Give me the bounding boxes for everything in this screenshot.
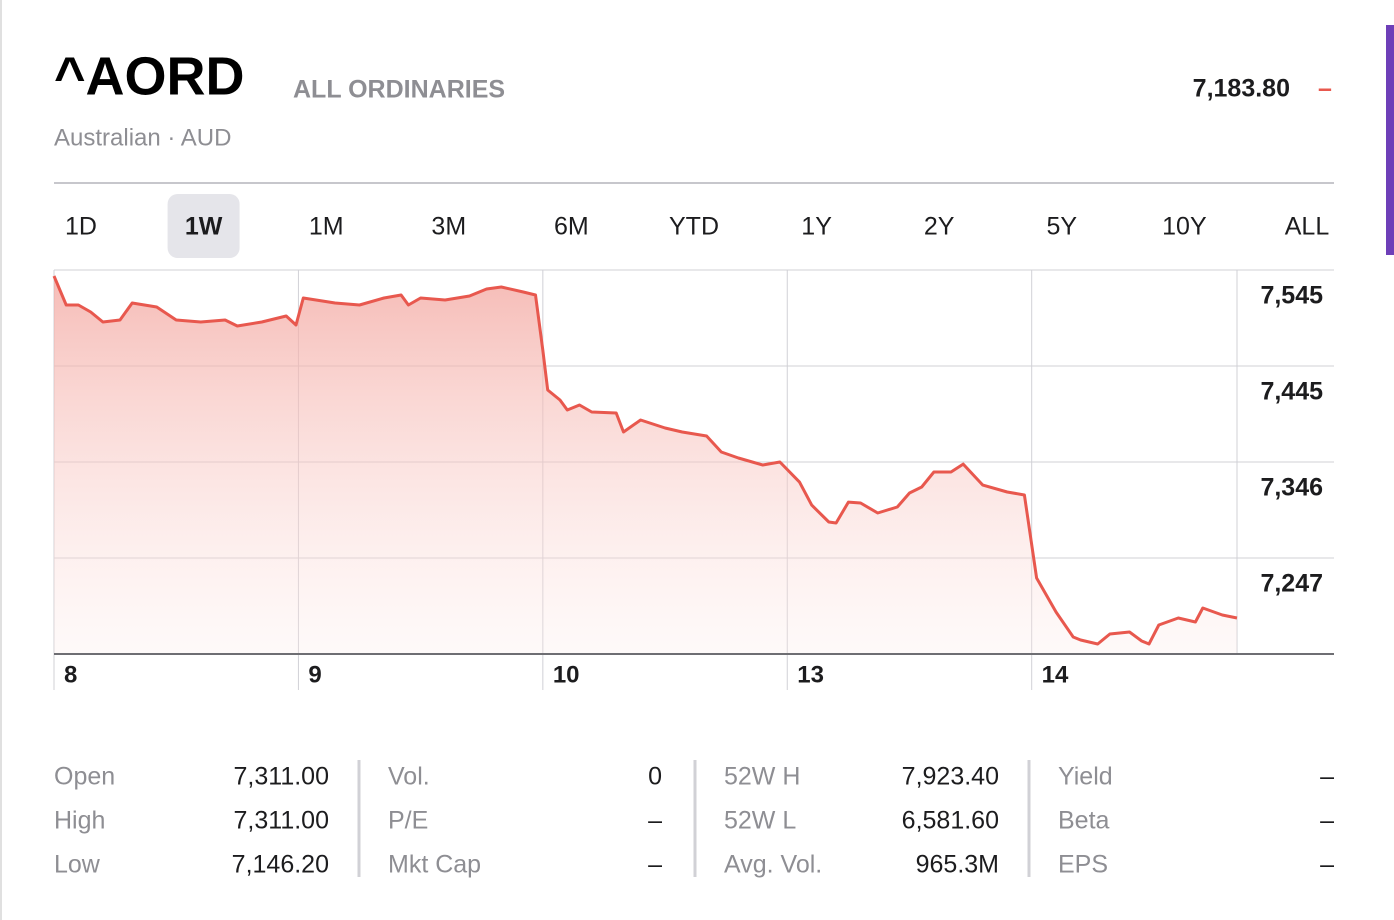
stat-value: 7,311.00 [234,763,329,791]
y-tick-label: 7,445 [1260,378,1323,406]
symbol: ^AORD [54,46,245,106]
range-tab[interactable]: 3M [431,213,466,241]
range-tabs: 1D 1W 1M 3M 6M YTD 1Y 2Y 5Y 10Y ALL [65,194,1329,258]
y-tick-label: 7,545 [1260,282,1323,310]
range-tab[interactable]: 5Y [1047,213,1078,241]
stat-value: 965.3M [916,851,999,879]
stat-label: Vol. [388,763,430,791]
stat-label: Avg. Vol. [724,851,822,879]
stat-label: EPS [1058,851,1108,879]
stat-label: 52W H [724,763,800,791]
chart: 7,545 7,445 7,346 7,247 8 9 10 13 14 [52,269,1334,690]
stat-value: 7,923.40 [902,763,999,791]
stat-value: – [648,807,662,835]
tab-highlight [167,194,240,258]
stat-value: 7,311.00 [234,807,329,835]
stat-value: – [1320,807,1334,835]
window-edge [0,0,2,920]
stat-label: High [54,807,105,835]
x-tick-label: 8 [64,661,77,688]
price-line [52,275,1238,646]
x-tick-label: 13 [797,661,824,688]
subtitle: Australian · AUD [54,124,231,151]
range-tab[interactable]: 1M [309,213,344,241]
range-tab[interactable]: ALL [1285,213,1330,241]
side-accent [1386,25,1394,255]
x-tick-label: 14 [1042,661,1069,688]
company-name: ALL ORDINARIES [293,76,505,104]
y-tick-label: 7,247 [1260,570,1323,598]
stat-label: P/E [388,807,428,835]
range-tab[interactable]: YTD [669,213,719,241]
y-tick-label: 7,346 [1260,474,1323,502]
stat-value: 6,581.60 [902,807,999,835]
stat-label: Open [54,763,115,791]
stat-label: Beta [1058,807,1110,835]
stat-value: – [1320,763,1334,791]
x-tick-label: 10 [553,661,580,688]
stat-value: – [648,851,662,879]
stat-value: 7,146.20 [232,851,329,879]
range-tab[interactable]: 1D [65,213,97,241]
stat-label: Yield [1058,763,1113,791]
range-tab[interactable]: 2Y [924,213,955,241]
range-tab[interactable]: 6M [554,213,589,241]
stat-label: Low [54,851,101,879]
stat-label: 52W L [724,807,796,835]
x-tick-label: 9 [308,661,321,688]
change: – [1318,75,1332,103]
range-tab[interactable]: 10Y [1162,213,1207,241]
range-tab[interactable]: 1Y [801,213,832,241]
area-fill [54,276,1237,654]
price: 7,183.80 [1193,75,1290,103]
stat-value: – [1320,851,1334,879]
range-tab[interactable]: 1W [185,213,223,241]
stats: Open 7,311.00 High 7,311.00 Low 7,146.20 Vol. 0… [54,760,1334,879]
stat-label: Mkt Cap [388,851,481,879]
stat-value: 0 [648,763,662,791]
